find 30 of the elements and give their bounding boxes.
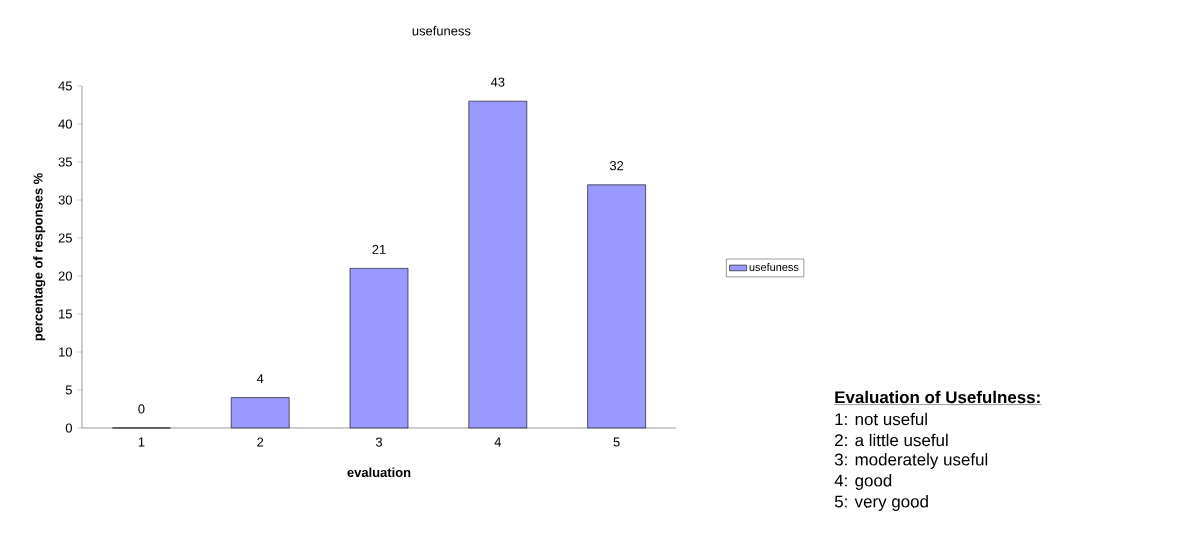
y-tick-label: 35 bbox=[58, 157, 72, 167]
data-label: 4 bbox=[256, 374, 264, 384]
legend-label: usefuness bbox=[749, 263, 799, 272]
x-axis-title: evaluation bbox=[347, 467, 411, 478]
text: 3: moderately useful bbox=[834, 453, 988, 469]
y-tick-label: 10 bbox=[59, 347, 72, 357]
x-tick-label: 5 bbox=[613, 437, 620, 447]
text: 2: a little useful bbox=[835, 433, 948, 447]
text: Evaluation of Usefulness: bbox=[835, 390, 1040, 404]
y-tick-label: 45 bbox=[58, 81, 72, 91]
x-tick-label: 2 bbox=[257, 437, 264, 447]
x-tick-label: 4 bbox=[494, 437, 502, 447]
text: 5: very good bbox=[834, 495, 928, 511]
y-tick-label: 0 bbox=[65, 423, 72, 433]
data-label: 43 bbox=[490, 77, 505, 87]
text: 4: good bbox=[834, 474, 892, 490]
data-label: 32 bbox=[609, 161, 624, 171]
y-tick-label: 5 bbox=[65, 385, 72, 395]
y-tick-label: 15 bbox=[59, 309, 72, 319]
data-label: 21 bbox=[372, 244, 386, 254]
chart-title: usefuness bbox=[412, 25, 471, 36]
y-axis-title: percentage of responses % bbox=[33, 173, 46, 341]
data-label: 0 bbox=[138, 404, 145, 414]
y-tick-label: 25 bbox=[58, 233, 72, 243]
y-tick-label: 40 bbox=[58, 119, 72, 129]
text: 1: not useful bbox=[835, 412, 927, 426]
x-tick-label: 3 bbox=[375, 437, 383, 447]
y-tick-label: 30 bbox=[58, 195, 72, 205]
x-tick-label: 1 bbox=[138, 437, 145, 447]
y-tick-label: 20 bbox=[58, 271, 72, 281]
